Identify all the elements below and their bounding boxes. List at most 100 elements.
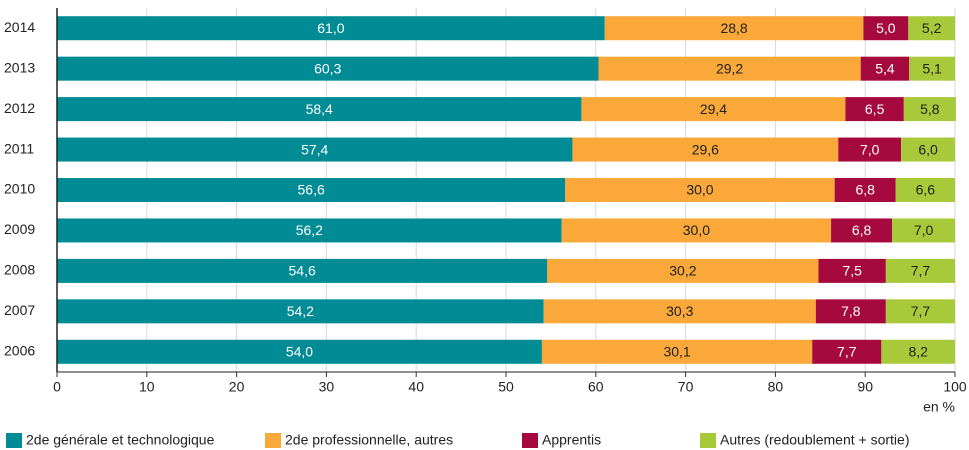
legend-swatch — [522, 433, 538, 448]
bar-segment — [860, 56, 910, 81]
data-label: 54,6 — [289, 263, 316, 279]
bar-segment — [57, 178, 566, 202]
data-label: 7,0 — [914, 222, 934, 238]
bar-segment — [57, 299, 544, 324]
bar-segment — [815, 299, 886, 324]
x-tick-label: 20 — [229, 379, 245, 395]
data-label: 30,3 — [666, 303, 693, 319]
bar-segment — [885, 299, 955, 324]
bar-segment — [845, 97, 904, 122]
data-label: 30,1 — [663, 343, 690, 359]
bar-segment — [892, 218, 955, 243]
data-label: 60,3 — [314, 60, 341, 76]
data-label: 30,0 — [686, 182, 713, 198]
bar-segment — [561, 218, 832, 243]
x-tick-label: 10 — [139, 379, 155, 395]
y-tick-label: 2011 — [4, 140, 34, 156]
bar-segment — [895, 178, 955, 202]
y-tick-label: 2006 — [4, 342, 35, 358]
data-label: 30,0 — [683, 222, 710, 238]
x-tick-label: 60 — [588, 379, 604, 395]
bar-segment — [57, 56, 599, 81]
bar-segment — [604, 16, 864, 41]
bar-segment — [818, 258, 886, 283]
data-label: 61,0 — [317, 20, 344, 36]
data-label: 5,8 — [920, 101, 940, 117]
data-label: 28,8 — [720, 20, 747, 36]
data-label: 7,7 — [837, 343, 857, 359]
bar-segment — [831, 218, 893, 243]
bar-segment — [57, 218, 562, 243]
data-label: 5,2 — [922, 20, 942, 36]
bar-segment — [572, 137, 839, 162]
bar-segment — [834, 178, 896, 202]
x-tick-label: 90 — [857, 379, 873, 395]
data-label: 57,4 — [301, 141, 328, 157]
x-tick-label: 70 — [678, 379, 694, 395]
bar-segment — [57, 258, 548, 283]
y-tick-label: 2008 — [4, 262, 35, 278]
x-tick-label: 100 — [943, 379, 967, 395]
x-tick-label: 0 — [53, 379, 61, 395]
data-label: 6,5 — [865, 101, 885, 117]
data-label: 6,8 — [855, 182, 875, 198]
bar-segment — [909, 56, 955, 81]
y-tick-label: 2012 — [4, 100, 35, 116]
data-label: 5,1 — [922, 60, 942, 76]
data-label: 58,4 — [306, 101, 333, 117]
bar-segment — [541, 339, 813, 364]
x-tick-label: 30 — [319, 379, 335, 395]
data-label: 6,8 — [852, 222, 872, 238]
legend-swatch — [6, 433, 22, 448]
data-label: 7,7 — [911, 303, 931, 319]
x-tick-label: 40 — [408, 379, 424, 395]
bar-segment — [863, 16, 909, 41]
bar-segment — [598, 56, 861, 81]
bar-segment — [901, 137, 955, 162]
y-tick-label: 2009 — [4, 221, 35, 237]
bar-segment — [885, 258, 955, 283]
bar-segment — [812, 339, 882, 364]
data-label: 29,6 — [692, 141, 719, 157]
bar-segment — [57, 97, 582, 122]
x-tick-label: 80 — [768, 379, 784, 395]
data-label: 7,7 — [911, 263, 931, 279]
bar-segment — [547, 258, 819, 283]
data-label: 54,2 — [287, 303, 314, 319]
y-tick-label: 2014 — [4, 19, 35, 35]
data-label: 56,6 — [298, 182, 325, 198]
bar-segment — [881, 339, 955, 364]
data-label: 7,5 — [842, 263, 862, 279]
x-axis-label: en % — [923, 399, 955, 415]
data-label: 6,0 — [918, 141, 938, 157]
x-tick-label: 50 — [498, 379, 514, 395]
legend-label: 2de professionnelle, autres — [285, 432, 453, 448]
y-tick-label: 2013 — [4, 59, 35, 75]
legend-label: Autres (redoublement + sortie) — [720, 432, 909, 448]
legend-swatch — [265, 433, 281, 448]
bar-segment — [57, 137, 573, 162]
data-label: 7,0 — [860, 141, 880, 157]
data-label: 56,2 — [296, 222, 323, 238]
data-label: 5,0 — [876, 20, 896, 36]
legend-label: Apprentis — [542, 432, 601, 448]
data-label: 6,6 — [916, 182, 936, 198]
data-label: 7,8 — [841, 303, 861, 319]
bar-segment — [565, 178, 835, 202]
bar-segment — [57, 16, 605, 41]
legend-swatch — [700, 433, 716, 448]
data-label: 29,2 — [716, 60, 743, 76]
bar-segment — [903, 97, 956, 122]
data-label: 29,4 — [700, 101, 727, 117]
bar-segment — [581, 97, 846, 122]
data-label: 5,4 — [875, 60, 895, 76]
bar-segment — [57, 339, 542, 364]
bar-segment — [838, 137, 902, 162]
bar-segment — [908, 16, 955, 41]
data-label: 8,2 — [908, 343, 928, 359]
data-label: 30,2 — [669, 263, 696, 279]
y-tick-label: 2007 — [4, 302, 35, 318]
legend-label: 2de générale et technologique — [26, 432, 215, 448]
data-label: 54,0 — [286, 343, 313, 359]
